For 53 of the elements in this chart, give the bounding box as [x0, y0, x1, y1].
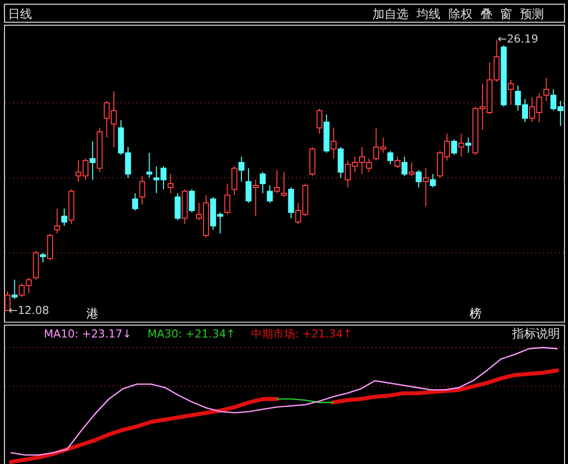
- candlestick: [47, 233, 54, 261]
- text: 除权: [448, 6, 472, 21]
- candlestick: [543, 77, 550, 102]
- candlestick: [288, 186, 294, 219]
- candlestick: [231, 166, 238, 196]
- candlestick: [188, 188, 195, 213]
- text: 中期市场: +21.34↑: [251, 328, 352, 341]
- candlestick: [394, 156, 400, 169]
- candlestick: [132, 192, 138, 212]
- candlestick: [139, 175, 146, 206]
- candlestick: [260, 172, 266, 194]
- candlestick: [238, 156, 244, 182]
- annotation: ←12.08: [8, 304, 50, 317]
- candlestick: [422, 168, 429, 208]
- candlestick: [274, 170, 280, 194]
- text: MA30: +21.34↑: [147, 328, 236, 341]
- candlestick: [12, 279, 18, 300]
- candlestick: [402, 156, 408, 176]
- candlestick: [146, 152, 152, 178]
- text: 均线: [415, 6, 440, 21]
- text: MA10: +23.17↓: [44, 328, 132, 341]
- candlestick: [90, 140, 96, 180]
- candlestick: [266, 185, 273, 204]
- candlestick: [54, 208, 60, 234]
- candlestick: [246, 168, 252, 204]
- text: 窗: [500, 6, 512, 21]
- candlestick: [465, 136, 472, 154]
- candlestick: [4, 290, 11, 312]
- candlestick: [508, 79, 514, 106]
- candlestick: [224, 183, 230, 215]
- candlestick: [387, 150, 394, 165]
- candlestick: [416, 170, 422, 188]
- candlestick: [458, 133, 464, 158]
- candlestick: [174, 192, 181, 221]
- annotation: 港: [86, 306, 99, 321]
- chart-title: 日线: [8, 6, 32, 21]
- annotation: 榜: [469, 306, 482, 321]
- text: 叠: [480, 6, 492, 21]
- annotation: ←26.19: [498, 32, 538, 46]
- candlestick: [408, 162, 415, 176]
- candlestick: [61, 208, 68, 226]
- candlestick: [451, 138, 458, 156]
- candlestick: [168, 173, 174, 194]
- candlestick: [252, 179, 259, 217]
- candlestick: [316, 108, 322, 134]
- candlestick: [330, 127, 337, 160]
- candlestick: [281, 172, 287, 198]
- candlestick: [338, 146, 344, 178]
- candlestick: [40, 252, 46, 263]
- text: 预测: [520, 6, 544, 21]
- text: 指标说明: [511, 326, 560, 341]
- text: 加自选: [372, 6, 409, 21]
- candlestick: [430, 173, 436, 188]
